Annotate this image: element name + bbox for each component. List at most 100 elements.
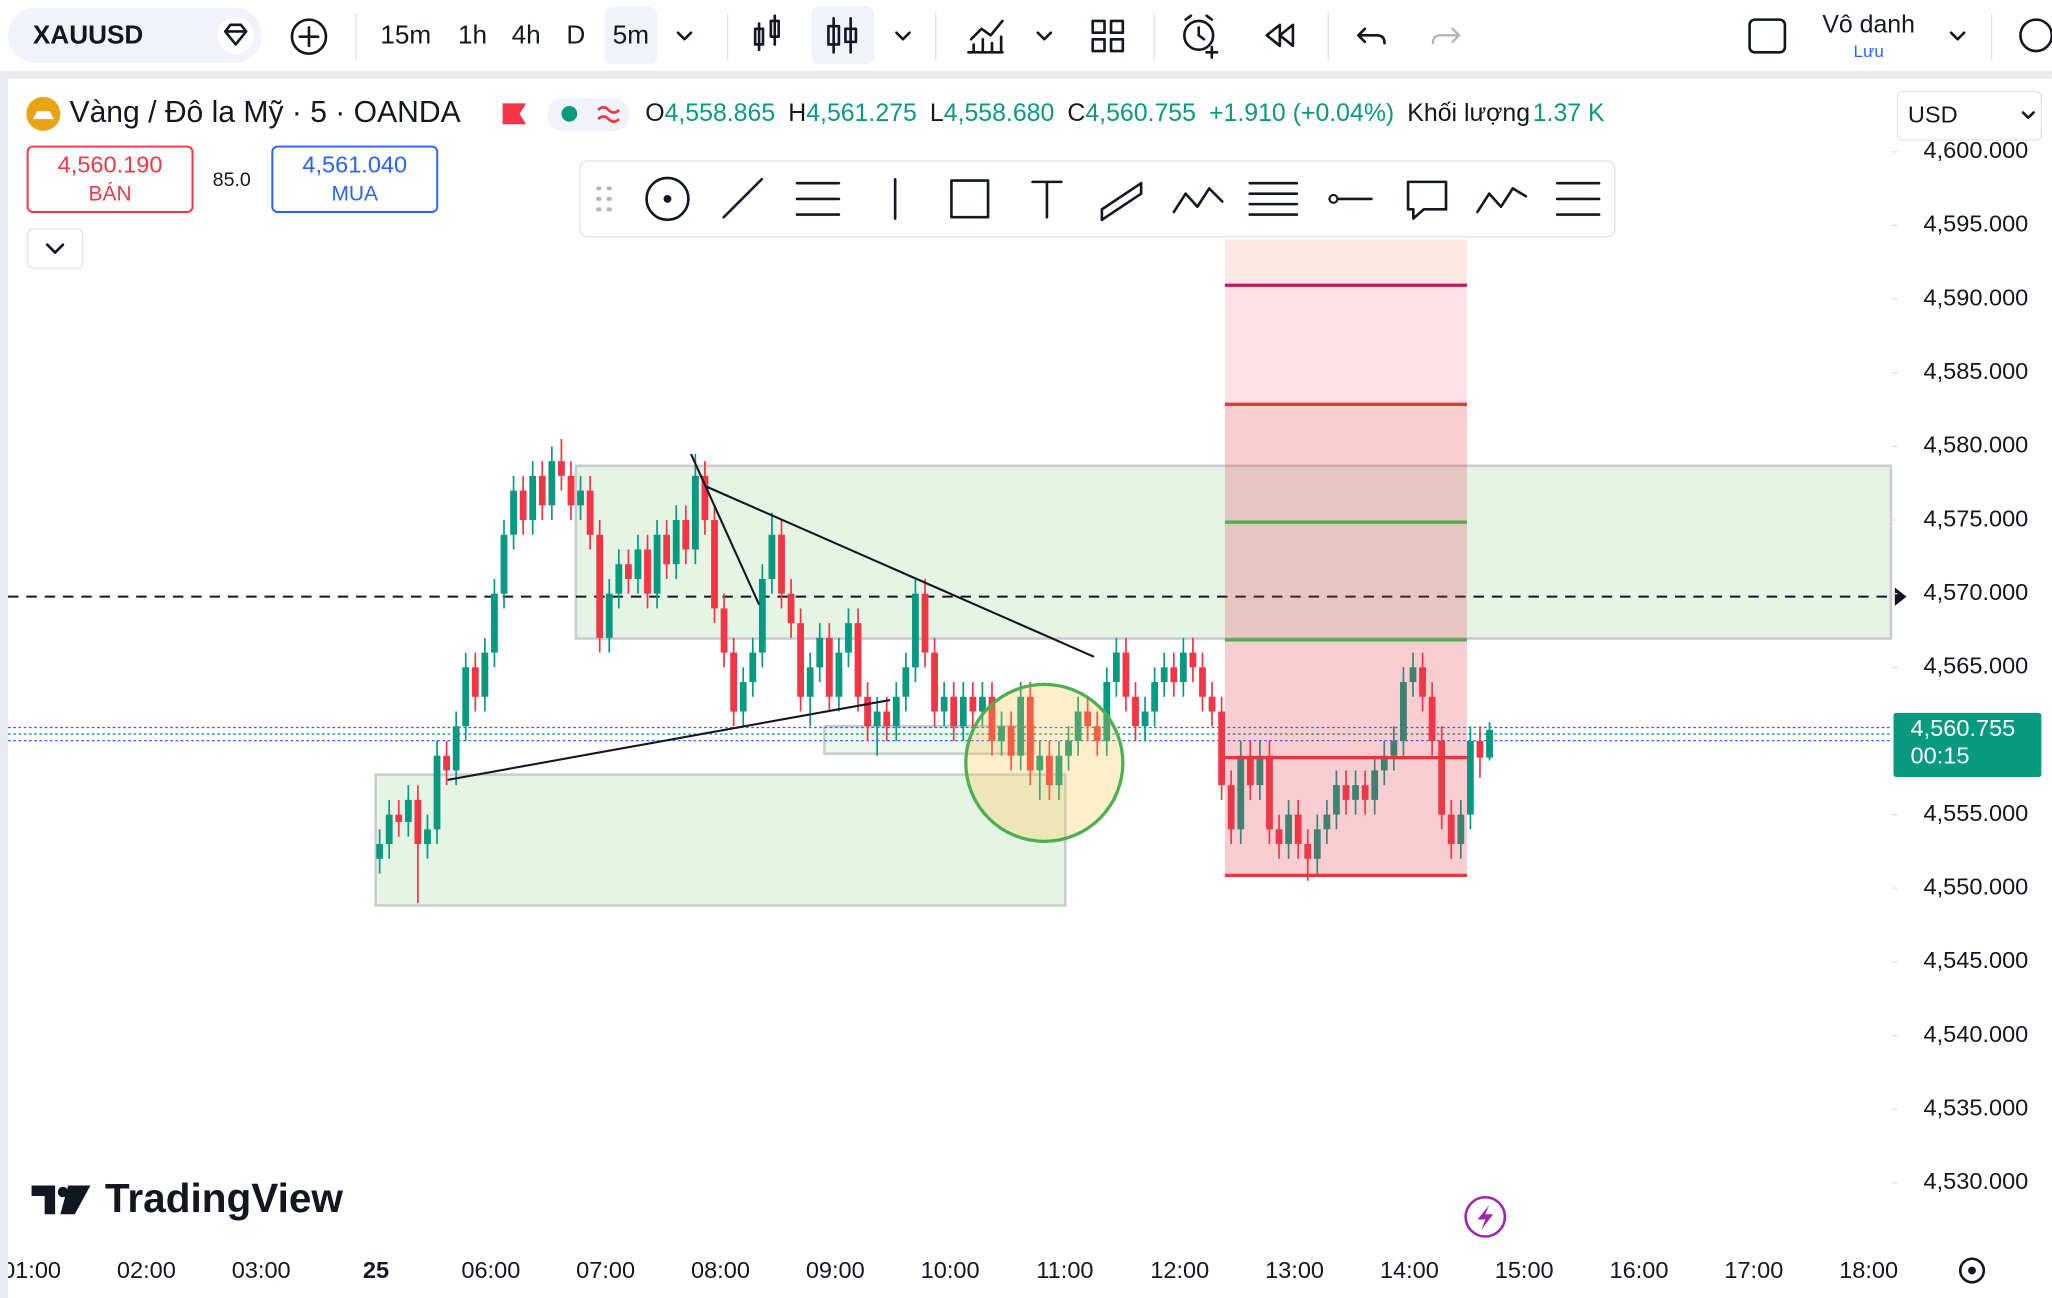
candle-body (471, 667, 479, 697)
currency-selector[interactable] (1896, 90, 2043, 141)
legend-toggle[interactable] (26, 228, 84, 269)
layout-icon[interactable] (1091, 19, 1125, 53)
tool-fib[interactable] (795, 181, 841, 216)
logo-mark (31, 1185, 91, 1215)
candle-body (491, 593, 498, 653)
interval[interactable]: 5m (613, 20, 649, 50)
candle-body (1026, 696, 1034, 771)
tool-channel[interactable] (1100, 181, 1143, 222)
sell-button[interactable] (26, 145, 194, 213)
tool-trendline[interactable] (722, 177, 763, 219)
candle-body (1275, 829, 1283, 845)
save-status[interactable]: Lưu (1854, 42, 1884, 61)
risk-zone[interactable] (1224, 239, 1467, 286)
trend-line[interactable] (706, 485, 1095, 658)
x-tick-label: 06:00 (461, 1257, 520, 1283)
x-tick-label: 13:00 (1265, 1257, 1324, 1283)
candle-body (1199, 667, 1206, 697)
chevron (2021, 111, 2035, 120)
spread: 85.0 (213, 169, 251, 191)
candle-body (950, 696, 958, 727)
symbol[interactable]: XAUUSD (33, 20, 143, 50)
last-price-marker (1893, 712, 2042, 777)
interval[interactable]: 15m (380, 20, 431, 50)
candle-body (1007, 726, 1015, 756)
tool-cursor-dot (663, 194, 672, 203)
tool-callout[interactable] (1406, 180, 1448, 220)
currency[interactable]: USD (1908, 102, 1958, 128)
tool-pattern[interactable] (1172, 187, 1224, 214)
risk-zone[interactable] (1224, 285, 1467, 405)
redo-icon[interactable] (1431, 27, 1461, 45)
candle-body (1227, 785, 1235, 830)
candle-body (424, 829, 431, 845)
buy-button[interactable] (271, 145, 439, 213)
demand-zone[interactable] (574, 464, 1893, 640)
candle-body (1466, 740, 1474, 815)
demand-zone[interactable] (374, 773, 1067, 907)
diamond-icon (223, 23, 248, 46)
chevron[interactable] (1949, 31, 1966, 41)
settings-button[interactable] (1958, 1257, 1986, 1284)
active-interval-bg (604, 6, 658, 65)
replay-icon[interactable] (1265, 23, 1295, 48)
candle-body (864, 696, 871, 727)
logo-text: TradingView (105, 1175, 344, 1221)
buy-price[interactable]: 4,561.040 (302, 151, 407, 177)
tool-rectangle[interactable] (950, 179, 990, 219)
tool-forecast[interactable] (1555, 181, 1601, 216)
drag-handle[interactable] (596, 186, 612, 212)
candle-body (1294, 814, 1302, 845)
candle-body (1266, 755, 1273, 830)
buy-label[interactable]: MUA (332, 182, 379, 205)
trend-line[interactable] (447, 699, 891, 781)
left-border (0, 1236, 9, 1298)
drawings-back (8, 464, 1907, 907)
candle-body (1218, 711, 1226, 786)
candle-body (959, 696, 967, 727)
tool-lines[interactable] (1248, 181, 1299, 216)
trend-line[interactable] (690, 453, 761, 605)
y-tick-label: 4,595.000 (1924, 211, 2029, 237)
candle-body (1371, 770, 1379, 800)
candle-body (385, 814, 393, 845)
candle-body (1055, 755, 1063, 786)
candle-body (921, 593, 929, 653)
symbol-icon[interactable] (217, 17, 255, 54)
tool-elliott[interactable] (1476, 187, 1528, 214)
candle-body (1476, 740, 1484, 758)
symbol-title[interactable]: Vàng / Đô la Mỹ · 5 · OANDA (70, 96, 461, 129)
layout-toggle[interactable] (1748, 18, 1787, 54)
sell-price[interactable]: 4,560.190 (58, 151, 163, 177)
chevron[interactable] (676, 31, 693, 41)
candle-body (404, 799, 412, 822)
compare-button[interactable] (290, 18, 328, 55)
chevron[interactable] (1036, 31, 1053, 41)
tool-text[interactable] (1031, 180, 1063, 219)
chevron[interactable] (895, 31, 911, 41)
price-axis: 4,600.000 4,595.000 4,590.000 4,585.000 4,58… (1892, 137, 2042, 1194)
top-toolbar: XAUUSD 15m 1h 4h D 5m Vô danh Lưu (0, 6, 2052, 79)
interval[interactable]: D (566, 20, 585, 50)
y-tick-label: 4,600.000 (1924, 137, 2029, 163)
interval[interactable]: 4h (512, 20, 541, 50)
undo-icon[interactable] (1357, 27, 1386, 45)
candle-body (1189, 652, 1197, 668)
interval[interactable]: 1h (458, 20, 487, 50)
left-border (0, 78, 9, 1298)
circle-highlight[interactable] (964, 682, 1125, 843)
alert-icon[interactable] (1183, 19, 1215, 52)
sell-label[interactable]: BÁN (89, 182, 132, 205)
indicators-icon[interactable] (967, 19, 1004, 54)
layout-name[interactable]: Vô danh (1822, 11, 1915, 39)
candles-icon[interactable] (827, 17, 858, 54)
change: +1.910 (+0.04%) (1209, 98, 1394, 126)
legend: Vàng / Đô la Mỹ · 5 · OANDA O4,558.865 H4… (26, 96, 1605, 269)
bars-icon[interactable] (753, 14, 781, 52)
candle-body (1419, 667, 1426, 697)
candle-body (1160, 667, 1168, 683)
symbol-search[interactable] (8, 7, 262, 63)
tool-cursor[interactable] (645, 176, 690, 222)
